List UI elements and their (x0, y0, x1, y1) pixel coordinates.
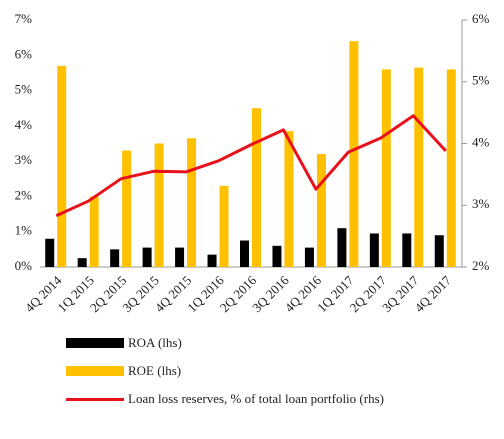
bar (77, 258, 87, 267)
y-tick-label: 1% (15, 223, 33, 238)
bar (240, 240, 249, 267)
y-tick-label: 6% (15, 46, 33, 61)
bar (122, 150, 132, 267)
bar (45, 238, 55, 267)
bar (434, 235, 444, 267)
y2-tick-label: 3% (472, 196, 490, 211)
legend-label: ROE (lhs) (128, 363, 182, 378)
y2-tick-label: 4% (472, 134, 490, 149)
y2-tick-label: 2% (472, 258, 490, 273)
legend: ROA (lhs) ROE (lhs) Loan loss reserves, % … (66, 334, 426, 418)
x-tick-label: 4Q 2017 (411, 272, 454, 315)
y-tick-label: 2% (15, 187, 33, 202)
bar (207, 254, 217, 267)
bar (252, 108, 261, 267)
line (55, 114, 447, 218)
y-tick-label: 5% (15, 82, 33, 97)
y-tick-label: 7% (15, 11, 33, 26)
legend-label: Loan loss reserves, % of total loan port… (128, 391, 384, 406)
bar (337, 228, 347, 267)
bar (110, 249, 120, 267)
bar (414, 67, 424, 267)
bar (316, 154, 326, 267)
bar (381, 69, 391, 268)
bar (187, 138, 197, 267)
bar (142, 247, 152, 267)
bar (446, 69, 456, 268)
bar (154, 143, 164, 267)
bar (219, 185, 229, 267)
legend-entry: Loan loss reserves, % of total loan port… (66, 390, 426, 408)
bar (175, 247, 185, 267)
bar (304, 247, 314, 267)
bar (402, 233, 412, 267)
y-tick-label: 4% (15, 117, 33, 132)
legend-label: ROA (lhs) (128, 335, 182, 350)
y-tick-label: 0% (15, 258, 33, 273)
y2-tick-label: 5% (472, 73, 490, 88)
bar (349, 41, 359, 267)
y-tick-label: 3% (15, 152, 33, 167)
legend-swatch (66, 338, 124, 348)
legend-swatch (66, 366, 124, 376)
legend-entry: ROA (lhs) (66, 334, 426, 352)
legend-entry: ROE (lhs) (66, 362, 426, 380)
bar (89, 196, 99, 267)
bar (369, 233, 379, 267)
bar (57, 65, 67, 267)
bar (272, 245, 282, 267)
legend-swatch (66, 398, 124, 401)
bar (284, 131, 294, 267)
y2-tick-label: 6% (472, 11, 490, 26)
